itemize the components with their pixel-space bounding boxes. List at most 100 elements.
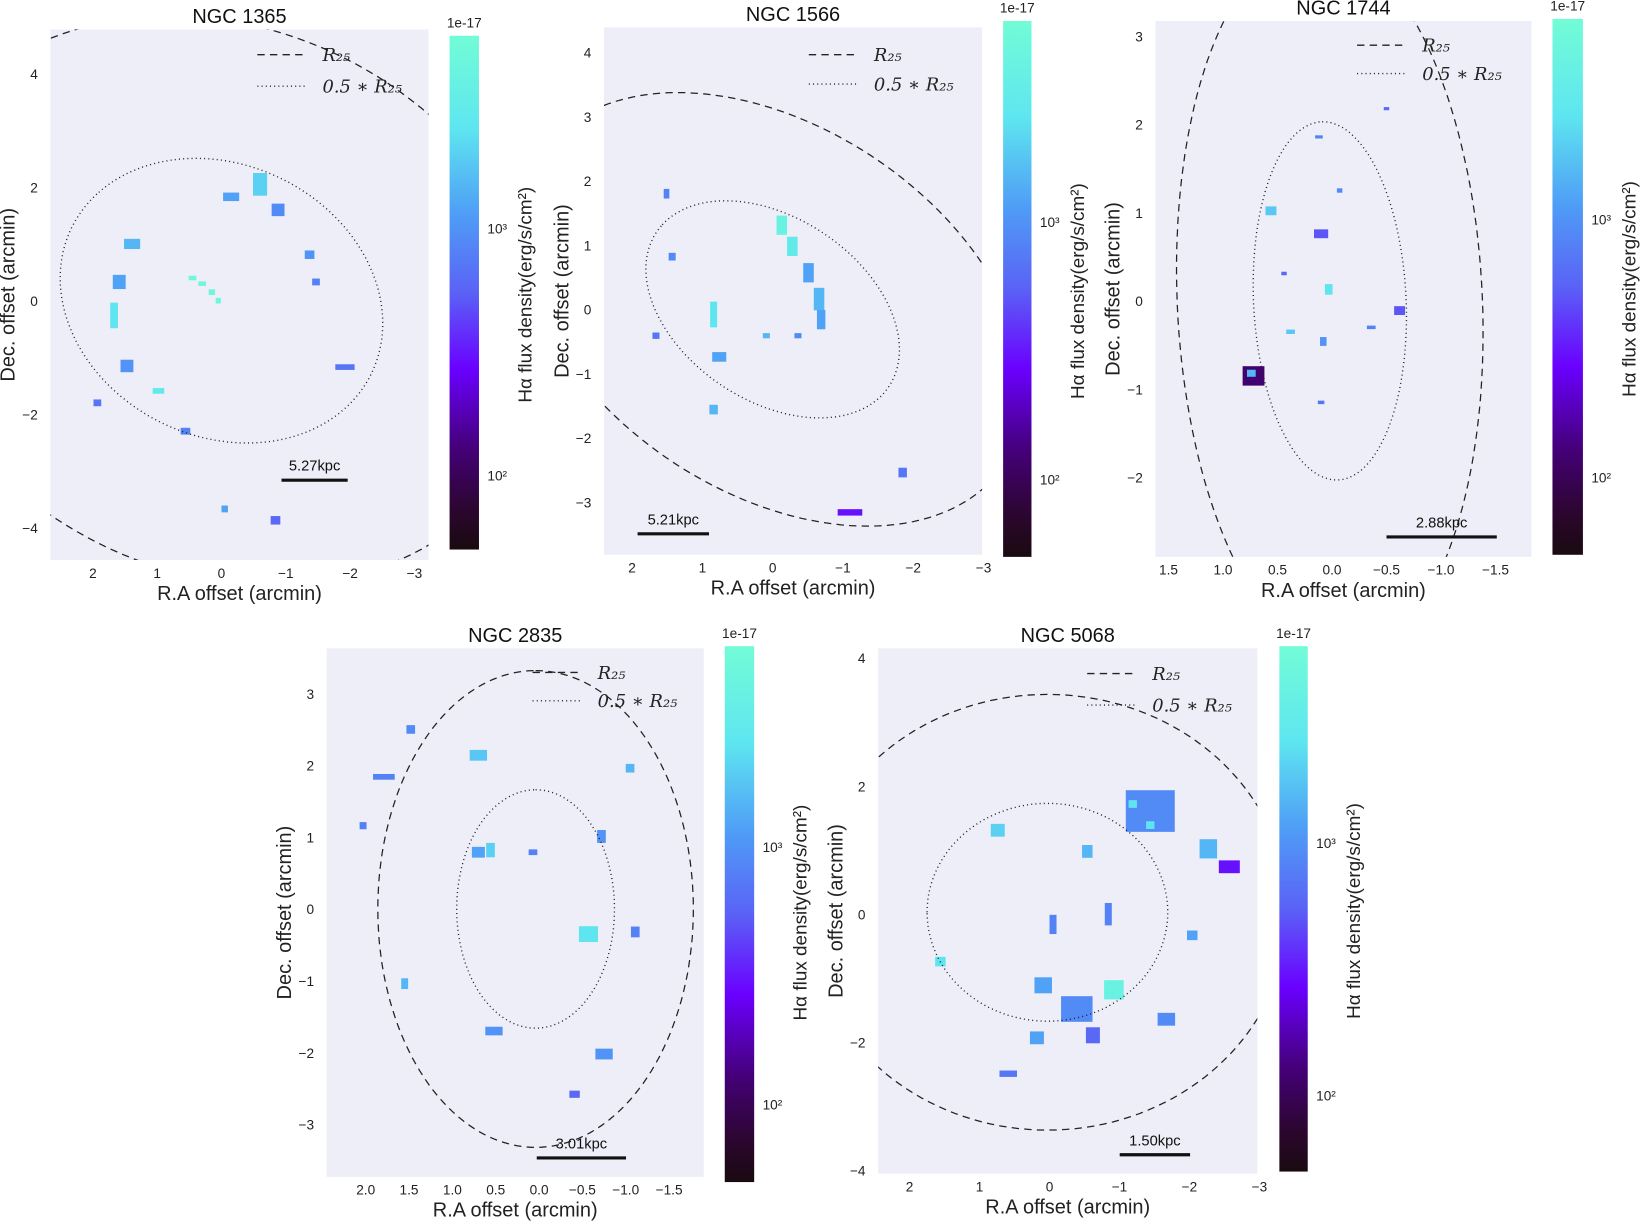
scale-bar-label: 5.21kpc	[648, 512, 699, 528]
y-axis-label: Dec. offset (arcmin)	[0, 208, 20, 382]
legend-label-r25: R₂₅	[1421, 35, 1450, 56]
halpha-region	[180, 427, 191, 435]
halpha-region	[486, 842, 495, 858]
y-tick-label: −2	[1127, 471, 1143, 486]
x-tick-label: 0.5	[486, 1183, 505, 1198]
x-tick-label: −1	[1112, 1180, 1128, 1195]
x-tick-label: 0.0	[1323, 563, 1342, 578]
legend-label-half-r25: 0.5 ∗ R₂₅	[1422, 64, 1502, 85]
y-tick-label: 0	[306, 902, 314, 917]
halpha-region	[625, 763, 635, 773]
x-tick-label: −3	[407, 566, 423, 581]
y-axis-label: Dec. offset (arcmin)	[1103, 202, 1125, 376]
halpha-region	[93, 399, 102, 407]
x-axis-label: R.A offset (arcmin)	[711, 578, 876, 600]
y-tick-label: 2	[306, 759, 314, 774]
y-tick-label: −4	[850, 1164, 866, 1179]
x-axis-label: R.A offset (arcmin)	[433, 1200, 598, 1222]
colorbar	[1003, 21, 1032, 557]
legend-label-half-r25: 0.5 ∗ R₂₅	[322, 76, 402, 97]
halpha-region	[630, 926, 640, 938]
y-tick-label: −3	[576, 495, 592, 510]
halpha-region	[528, 849, 538, 856]
colorbar-exponent: 1e-17	[1276, 626, 1311, 641]
y-tick-label: −2	[850, 1036, 866, 1051]
halpha-region	[1199, 839, 1218, 859]
halpha-region	[1029, 1031, 1044, 1045]
legend: R₂₅ 0.5 ∗ R₂₅	[257, 45, 402, 97]
x-tick-label: 2.0	[356, 1183, 375, 1198]
y-tick-label: −2	[22, 407, 38, 422]
y-tick-label: 3	[584, 110, 592, 125]
y-axis-label: Dec. offset (arcmin)	[551, 204, 573, 378]
halpha-region	[710, 301, 718, 328]
y-tick-label: −4	[22, 521, 38, 536]
legend-label-r25: R₂₅	[873, 45, 902, 66]
halpha-region	[252, 172, 268, 196]
x-tick-label: 2	[906, 1180, 914, 1195]
x-tick-label: 1.5	[400, 1183, 419, 1198]
plot-area	[603, 27, 983, 555]
halpha-region	[652, 332, 660, 339]
colorbar-tick-label: 10²	[1591, 470, 1611, 485]
halpha-region	[1286, 329, 1295, 334]
panel-ngc-1566: R₂₅ 0.5 ∗ R₂₅ 5.21kpc 2 1 0 −1 −2 −3 4 3 2 1 0 −1 −2 −3 R…	[551, 1, 1089, 600]
halpha-region	[223, 192, 240, 202]
halpha-region	[1336, 188, 1343, 193]
x-tick-label: 1.0	[443, 1183, 462, 1198]
y-tick-label: 2	[858, 779, 866, 794]
halpha-region	[837, 509, 863, 516]
halpha-region	[816, 310, 826, 330]
y-tick-label: 2	[584, 174, 592, 189]
y-tick-label: 0	[1135, 294, 1143, 309]
colorbar	[449, 35, 479, 550]
halpha-region	[595, 1048, 613, 1060]
x-tick-label: −2	[342, 566, 358, 581]
y-tick-label: −2	[576, 431, 592, 446]
panel-title: NGC 5068	[1021, 625, 1115, 647]
colorbar-tick-label: 10³	[1591, 213, 1611, 228]
legend-label-r25: R₂₅	[597, 663, 626, 684]
x-tick-label: −2	[1182, 1180, 1198, 1195]
halpha-region	[1383, 107, 1390, 111]
halpha-region	[406, 725, 416, 734]
colorbar-label: Hα flux density(erg/s/cm²)	[1344, 803, 1365, 1019]
panel-ngc-1744: R₂₅ 0.5 ∗ R₂₅ 2.88kpc 1.5 1.0 0.5 0.0 −0.5 −1.0 −…	[1103, 0, 1641, 602]
y-tick-label: 0	[584, 303, 592, 318]
y-axis-label: Dec. offset (arcmin)	[825, 824, 847, 998]
halpha-region	[1246, 369, 1256, 377]
halpha-region	[1320, 337, 1327, 346]
colorbar-exponent: 1e-17	[1550, 0, 1585, 14]
scale-bar-label: 2.88kpc	[1416, 515, 1467, 531]
y-tick-label: 2	[30, 180, 38, 195]
halpha-region	[120, 359, 134, 373]
colorbar-tick-label: 10²	[763, 1098, 783, 1113]
halpha-region	[1128, 800, 1137, 808]
panel-title: NGC 1566	[746, 4, 840, 26]
x-tick-label: 0	[769, 561, 777, 576]
halpha-region	[1085, 1027, 1100, 1044]
legend-label-half-r25: 0.5 ∗ R₂₅	[1152, 695, 1232, 716]
y-tick-label: 1	[584, 238, 592, 253]
x-tick-label: −3	[976, 561, 992, 576]
legend: R₂₅ 0.5 ∗ R₂₅	[532, 663, 677, 712]
halpha-region	[1157, 1012, 1176, 1026]
x-tick-label: −2	[905, 561, 921, 576]
colorbar-label: Hα flux density(erg/s/cm²)	[1068, 183, 1089, 399]
colorbar-tick-label: 10²	[1040, 473, 1060, 488]
halpha-region	[1281, 271, 1287, 276]
halpha-region	[208, 289, 216, 296]
halpha-region	[312, 278, 320, 286]
panel-title: NGC 1744	[1296, 0, 1390, 20]
halpha-region	[578, 926, 598, 943]
halpha-region	[597, 829, 606, 843]
x-tick-label: −0.5	[1373, 563, 1400, 578]
x-tick-label: 1.5	[1159, 563, 1178, 578]
y-tick-label: −1	[299, 974, 315, 989]
colorbar-tick-label: 10²	[1316, 1089, 1336, 1104]
panel-ngc-2835: R₂₅ 0.5 ∗ R₂₅ 3.01kpc 2.0 1.5 1.0 0.5 0.0 −0.5 −1…	[274, 625, 812, 1222]
legend: R₂₅ 0.5 ∗ R₂₅	[1087, 664, 1232, 716]
colorbar-exponent: 1e-17	[722, 626, 757, 641]
halpha-region	[709, 404, 718, 415]
panel-ngc-1365: R₂₅ 0.5 ∗ R₂₅ 5.27kpc 2 1 0 −1 −2 −3 4 2 0 −2 −4 R.A o…	[0, 6, 536, 605]
